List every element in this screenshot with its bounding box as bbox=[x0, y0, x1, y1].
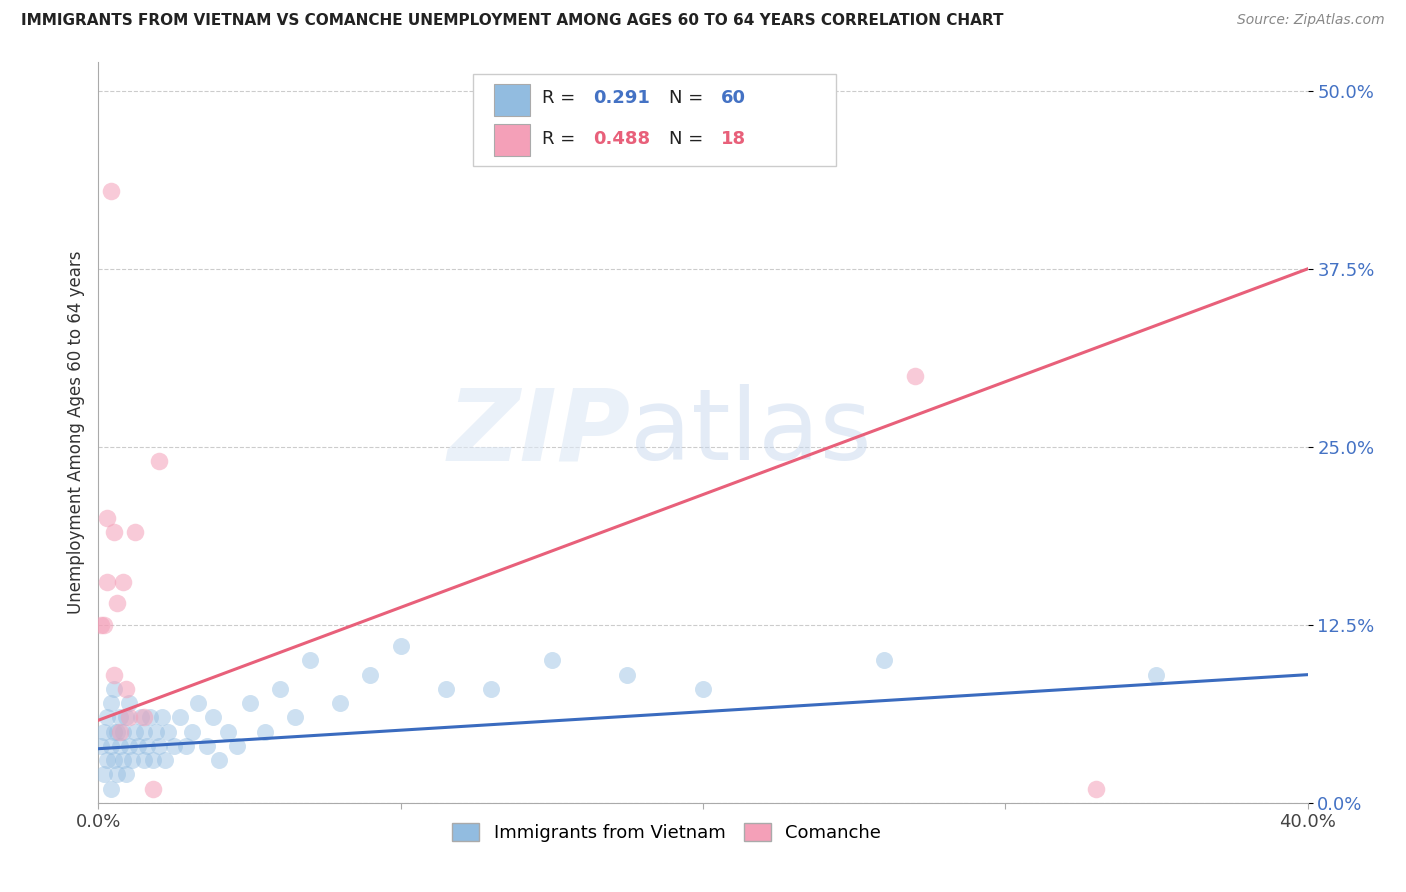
Point bbox=[148, 739, 170, 753]
Point bbox=[103, 681, 125, 696]
Point bbox=[142, 781, 165, 796]
Point bbox=[127, 739, 149, 753]
Legend: Immigrants from Vietnam, Comanche: Immigrants from Vietnam, Comanche bbox=[446, 815, 889, 849]
Point bbox=[111, 724, 134, 739]
Point bbox=[148, 454, 170, 468]
Point bbox=[692, 681, 714, 696]
FancyBboxPatch shape bbox=[474, 73, 837, 166]
Point bbox=[139, 710, 162, 724]
Point bbox=[100, 739, 122, 753]
Point bbox=[124, 525, 146, 540]
Point bbox=[269, 681, 291, 696]
Y-axis label: Unemployment Among Ages 60 to 64 years: Unemployment Among Ages 60 to 64 years bbox=[66, 251, 84, 615]
Point bbox=[111, 575, 134, 590]
Point bbox=[239, 696, 262, 710]
Point bbox=[108, 724, 131, 739]
Point bbox=[1144, 667, 1167, 681]
Point bbox=[93, 724, 115, 739]
Point bbox=[108, 710, 131, 724]
Point bbox=[195, 739, 218, 753]
Point bbox=[481, 681, 503, 696]
Point bbox=[118, 739, 141, 753]
Point bbox=[103, 753, 125, 767]
Point bbox=[904, 368, 927, 383]
Point bbox=[360, 667, 382, 681]
Text: N =: N = bbox=[669, 88, 709, 107]
Point bbox=[114, 710, 136, 724]
Point bbox=[181, 724, 204, 739]
Point bbox=[118, 710, 141, 724]
Point bbox=[129, 710, 152, 724]
Point bbox=[103, 667, 125, 681]
Point bbox=[121, 753, 143, 767]
Point bbox=[434, 681, 457, 696]
Point bbox=[100, 781, 122, 796]
Point bbox=[150, 710, 173, 724]
Point bbox=[145, 724, 167, 739]
Point bbox=[163, 739, 186, 753]
Point bbox=[114, 767, 136, 781]
Point bbox=[174, 739, 197, 753]
Point bbox=[1085, 781, 1108, 796]
Text: 18: 18 bbox=[721, 129, 747, 147]
Point bbox=[96, 511, 118, 525]
Point bbox=[96, 710, 118, 724]
Text: 60: 60 bbox=[721, 88, 747, 107]
Text: ZIP: ZIP bbox=[447, 384, 630, 481]
Point bbox=[187, 696, 209, 710]
Text: Source: ZipAtlas.com: Source: ZipAtlas.com bbox=[1237, 13, 1385, 28]
Text: IMMIGRANTS FROM VIETNAM VS COMANCHE UNEMPLOYMENT AMONG AGES 60 TO 64 YEARS CORRE: IMMIGRANTS FROM VIETNAM VS COMANCHE UNEM… bbox=[21, 13, 1004, 29]
Point bbox=[132, 710, 155, 724]
Point bbox=[153, 753, 176, 767]
Point bbox=[96, 753, 118, 767]
Text: R =: R = bbox=[543, 129, 581, 147]
Point bbox=[114, 681, 136, 696]
Point bbox=[873, 653, 896, 667]
Text: R =: R = bbox=[543, 88, 581, 107]
Point bbox=[299, 653, 322, 667]
Point bbox=[169, 710, 191, 724]
Point bbox=[142, 753, 165, 767]
Point bbox=[124, 724, 146, 739]
Point bbox=[108, 739, 131, 753]
Point bbox=[105, 597, 128, 611]
Point bbox=[93, 617, 115, 632]
Point bbox=[100, 184, 122, 198]
Point bbox=[90, 739, 112, 753]
Point bbox=[105, 767, 128, 781]
Text: N =: N = bbox=[669, 129, 709, 147]
Bar bbox=[494, 85, 530, 116]
Text: atlas: atlas bbox=[630, 384, 872, 481]
Point bbox=[284, 710, 307, 724]
Point bbox=[253, 724, 276, 739]
Point bbox=[132, 753, 155, 767]
Point bbox=[103, 724, 125, 739]
Point bbox=[93, 767, 115, 781]
Text: 0.488: 0.488 bbox=[593, 129, 650, 147]
Point bbox=[118, 696, 141, 710]
Point bbox=[329, 696, 352, 710]
Point bbox=[616, 667, 638, 681]
Point bbox=[540, 653, 562, 667]
Point bbox=[156, 724, 179, 739]
Point bbox=[105, 724, 128, 739]
Point bbox=[208, 753, 231, 767]
Bar bbox=[494, 125, 530, 155]
Point bbox=[103, 525, 125, 540]
Text: 0.291: 0.291 bbox=[593, 88, 650, 107]
Point bbox=[111, 753, 134, 767]
Point bbox=[202, 710, 225, 724]
Point bbox=[135, 739, 157, 753]
Point bbox=[90, 617, 112, 632]
Point bbox=[100, 696, 122, 710]
Point bbox=[217, 724, 239, 739]
Point bbox=[226, 739, 249, 753]
Point bbox=[132, 724, 155, 739]
Point bbox=[96, 575, 118, 590]
Point bbox=[389, 639, 412, 653]
